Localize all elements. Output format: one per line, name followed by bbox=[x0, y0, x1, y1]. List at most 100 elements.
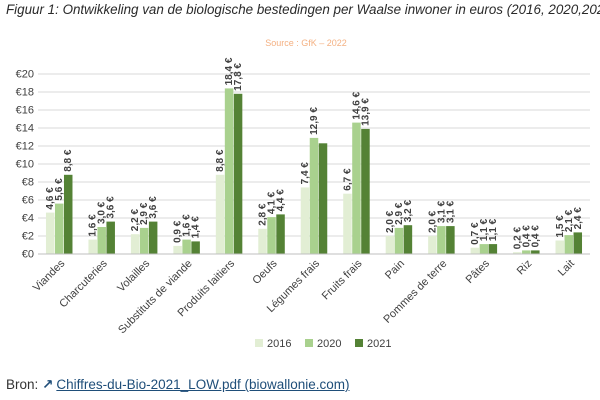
bar-2021 bbox=[318, 143, 328, 254]
data-label: 18,4 € bbox=[224, 57, 235, 85]
data-label: 12,9 € bbox=[309, 107, 320, 135]
source-link[interactable]: Chiffres-du-Bio-2021_LOW.pdf (biowalloni… bbox=[56, 377, 350, 392]
data-label: 2,9 € bbox=[394, 202, 405, 225]
x-tick-label: Riz bbox=[515, 258, 535, 278]
data-label: 4,6 € bbox=[45, 187, 56, 210]
bar-2021 bbox=[276, 214, 285, 254]
bar-2020 bbox=[309, 137, 319, 254]
data-label: 2,8 € bbox=[258, 203, 269, 226]
bar-2016 bbox=[130, 234, 140, 254]
figure-title: Figuur 1: Ontwikkeling van de biologisch… bbox=[6, 2, 600, 17]
x-tick-label: Lait bbox=[556, 258, 577, 279]
data-label: 1,4 € bbox=[191, 216, 202, 239]
legend-label: 2021 bbox=[367, 338, 391, 350]
y-tick-label: €2 bbox=[22, 231, 34, 243]
data-label: 2,2 € bbox=[130, 209, 141, 232]
bar-2020 bbox=[564, 235, 574, 254]
x-tick-label: Oeufs bbox=[250, 257, 280, 287]
legend-swatch bbox=[305, 339, 313, 347]
data-label: 0,4 € bbox=[521, 225, 532, 248]
x-tick-label: Fruits frais bbox=[320, 257, 365, 302]
bar-2016 bbox=[385, 236, 395, 254]
legend-label: 2016 bbox=[267, 338, 291, 350]
bar-2020 bbox=[394, 227, 404, 254]
bar-2020 bbox=[522, 250, 531, 254]
chart-svg: Source : GfK – 2022 €0 €2 €4 €6 €8 €10 €12 €14 €1… bbox=[16, 38, 590, 350]
data-label: 4,4 € bbox=[276, 189, 287, 212]
bar-2016 bbox=[555, 240, 565, 254]
bar-2016 bbox=[300, 187, 310, 254]
bar-2016 bbox=[470, 247, 480, 254]
data-label: 1,6 € bbox=[88, 214, 99, 237]
data-label: 14,6 € bbox=[351, 91, 362, 119]
y-tick-label: €0 bbox=[22, 249, 34, 261]
bar-2016 bbox=[343, 193, 352, 254]
data-label: 7,4 € bbox=[300, 162, 311, 185]
bar-2016 bbox=[258, 228, 267, 254]
bar-2021 bbox=[106, 221, 115, 254]
bar-2020 bbox=[97, 227, 106, 254]
data-label: 3,1 € bbox=[445, 200, 456, 223]
data-label: 3,0 € bbox=[97, 201, 108, 224]
x-tick-label: Substituts de viande bbox=[116, 258, 195, 337]
bar-2020 bbox=[437, 226, 446, 254]
y-tick-label: €16 bbox=[16, 105, 34, 117]
bar-2021 bbox=[233, 93, 243, 254]
y-tick-label: €10 bbox=[16, 159, 34, 171]
bar-2016 bbox=[215, 174, 225, 254]
data-label: 4,1 € bbox=[267, 191, 278, 214]
data-label: 2,4 € bbox=[573, 207, 584, 230]
data-label: 1,1 € bbox=[479, 218, 490, 241]
data-label: 6,7 € bbox=[342, 168, 353, 191]
source-prefix: Bron: bbox=[6, 377, 39, 392]
data-label: 2,0 € bbox=[385, 210, 396, 233]
bar-2020 bbox=[224, 88, 234, 255]
bar-2016 bbox=[513, 252, 522, 254]
x-tick-label: Pâtes bbox=[464, 257, 493, 286]
data-label: 3,2 € bbox=[403, 200, 414, 223]
bar-2021 bbox=[573, 232, 583, 254]
data-label: 2,0 € bbox=[427, 210, 438, 233]
y-tick-label: €14 bbox=[16, 123, 34, 135]
bar-2021 bbox=[63, 174, 73, 254]
source-footer: Bron: ↗ Chiffres-du-Bio-2021_LOW.pdf (bio… bbox=[6, 377, 350, 393]
data-label: 1,5 € bbox=[555, 215, 566, 238]
data-label: 2,9 € bbox=[139, 202, 150, 225]
bar-2020 bbox=[182, 239, 191, 254]
bar-2020 bbox=[267, 217, 276, 254]
data-label: 3,6 € bbox=[148, 196, 159, 219]
data-label: 8,8 € bbox=[63, 149, 74, 172]
bar-chart: Source : GfK – 2022 €0 €2 €4 €6 €8 €10 €12 €14 €1… bbox=[0, 26, 600, 360]
arrow-up-right-icon: ↗ bbox=[42, 377, 54, 392]
bar-2021 bbox=[361, 128, 370, 254]
bar-2021 bbox=[488, 244, 498, 254]
y-tick-label: €4 bbox=[22, 213, 34, 225]
data-label: 3,1 € bbox=[436, 200, 447, 223]
x-tick-label: Viandes bbox=[31, 257, 68, 294]
legend-swatch bbox=[255, 339, 263, 347]
bar-2020 bbox=[139, 227, 149, 254]
legend-swatch bbox=[355, 339, 363, 347]
legend-label: 2020 bbox=[317, 338, 341, 350]
bar-2021 bbox=[191, 241, 200, 254]
y-tick-label: €6 bbox=[22, 195, 34, 207]
bar-2020 bbox=[54, 203, 64, 254]
data-label: 1,6 € bbox=[182, 214, 193, 237]
data-label: 1,1 € bbox=[488, 218, 499, 241]
data-label: 0,9 € bbox=[173, 220, 184, 243]
data-label: 8,8 € bbox=[215, 149, 226, 172]
bar-2016 bbox=[88, 239, 97, 254]
bar-2016 bbox=[428, 236, 437, 254]
y-tick-label: €20 bbox=[16, 69, 34, 81]
bar-2021 bbox=[446, 226, 455, 254]
chart-subtitle: Source : GfK – 2022 bbox=[265, 38, 347, 48]
data-label: 5,6 € bbox=[54, 178, 65, 201]
bar-2021 bbox=[148, 221, 158, 254]
y-tick-label: €12 bbox=[16, 141, 34, 153]
data-label: 2,1 € bbox=[564, 209, 575, 232]
bar-2016 bbox=[173, 245, 182, 254]
y-tick-label: €18 bbox=[16, 87, 34, 99]
data-label: 3,6 € bbox=[106, 196, 117, 219]
data-label: 0,2 € bbox=[512, 227, 523, 250]
bar-2021 bbox=[403, 225, 413, 254]
